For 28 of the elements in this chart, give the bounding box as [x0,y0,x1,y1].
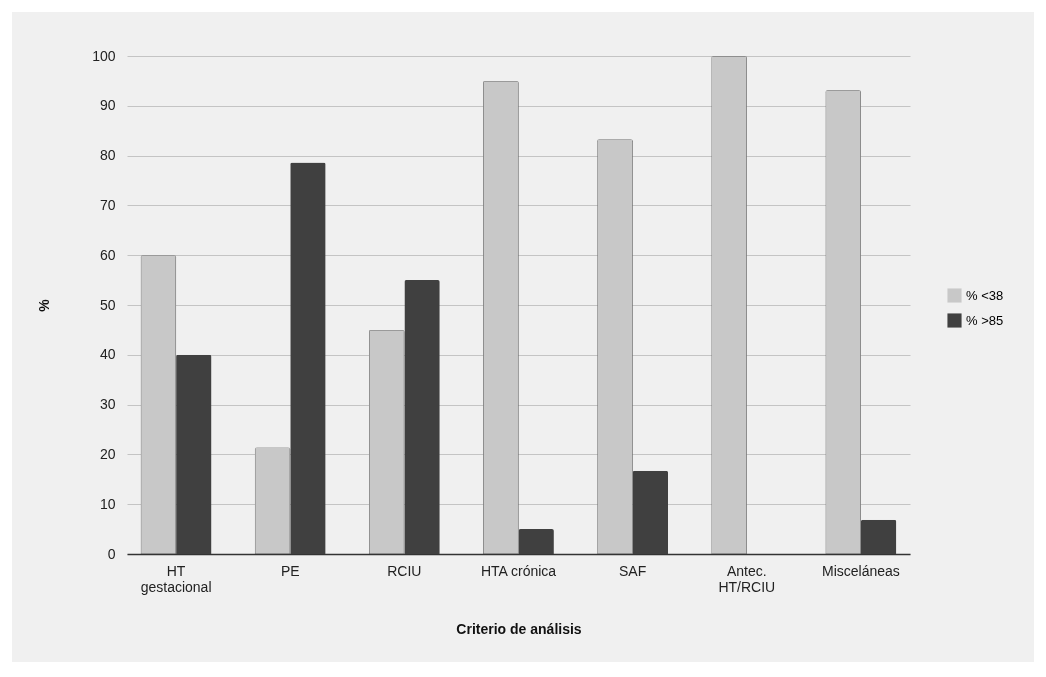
legend-label: % >85 [966,312,1004,328]
x-tick-label: Misceláneas [822,562,900,579]
legend-label: % <38 [966,287,1004,303]
y-tick-label: 10 [99,495,116,512]
y-tick-label: 0 [107,545,116,562]
bar [290,162,326,554]
x-tick-label: HT gestacional [140,562,212,595]
x-tick-label: HTA crónica [480,562,557,579]
y-tick-label: 60 [99,246,116,263]
x-tick-label: SAF [619,562,647,579]
bar [860,519,897,554]
y-tick-label: 70 [99,196,116,213]
y-tick-label: 50 [99,296,116,313]
y-tick-label: 100 [92,47,116,64]
x-tick-label: PE [280,562,300,579]
y-tick-label: 40 [99,346,116,363]
bar [176,354,212,554]
x-tick-label: Antec. HT/RCIU [718,562,776,595]
y-tick-label: 30 [99,396,116,413]
y-tick-label: 80 [99,147,116,164]
y-tick-label: 20 [99,445,116,462]
x-tick-label: RCIU [387,562,422,579]
x-axis-title: Criterio de análisis [456,620,582,637]
y-axis-title: % [36,298,53,312]
bar [518,529,554,554]
bar [632,470,669,554]
y-tick-label: 90 [99,97,116,114]
bar [404,280,440,554]
